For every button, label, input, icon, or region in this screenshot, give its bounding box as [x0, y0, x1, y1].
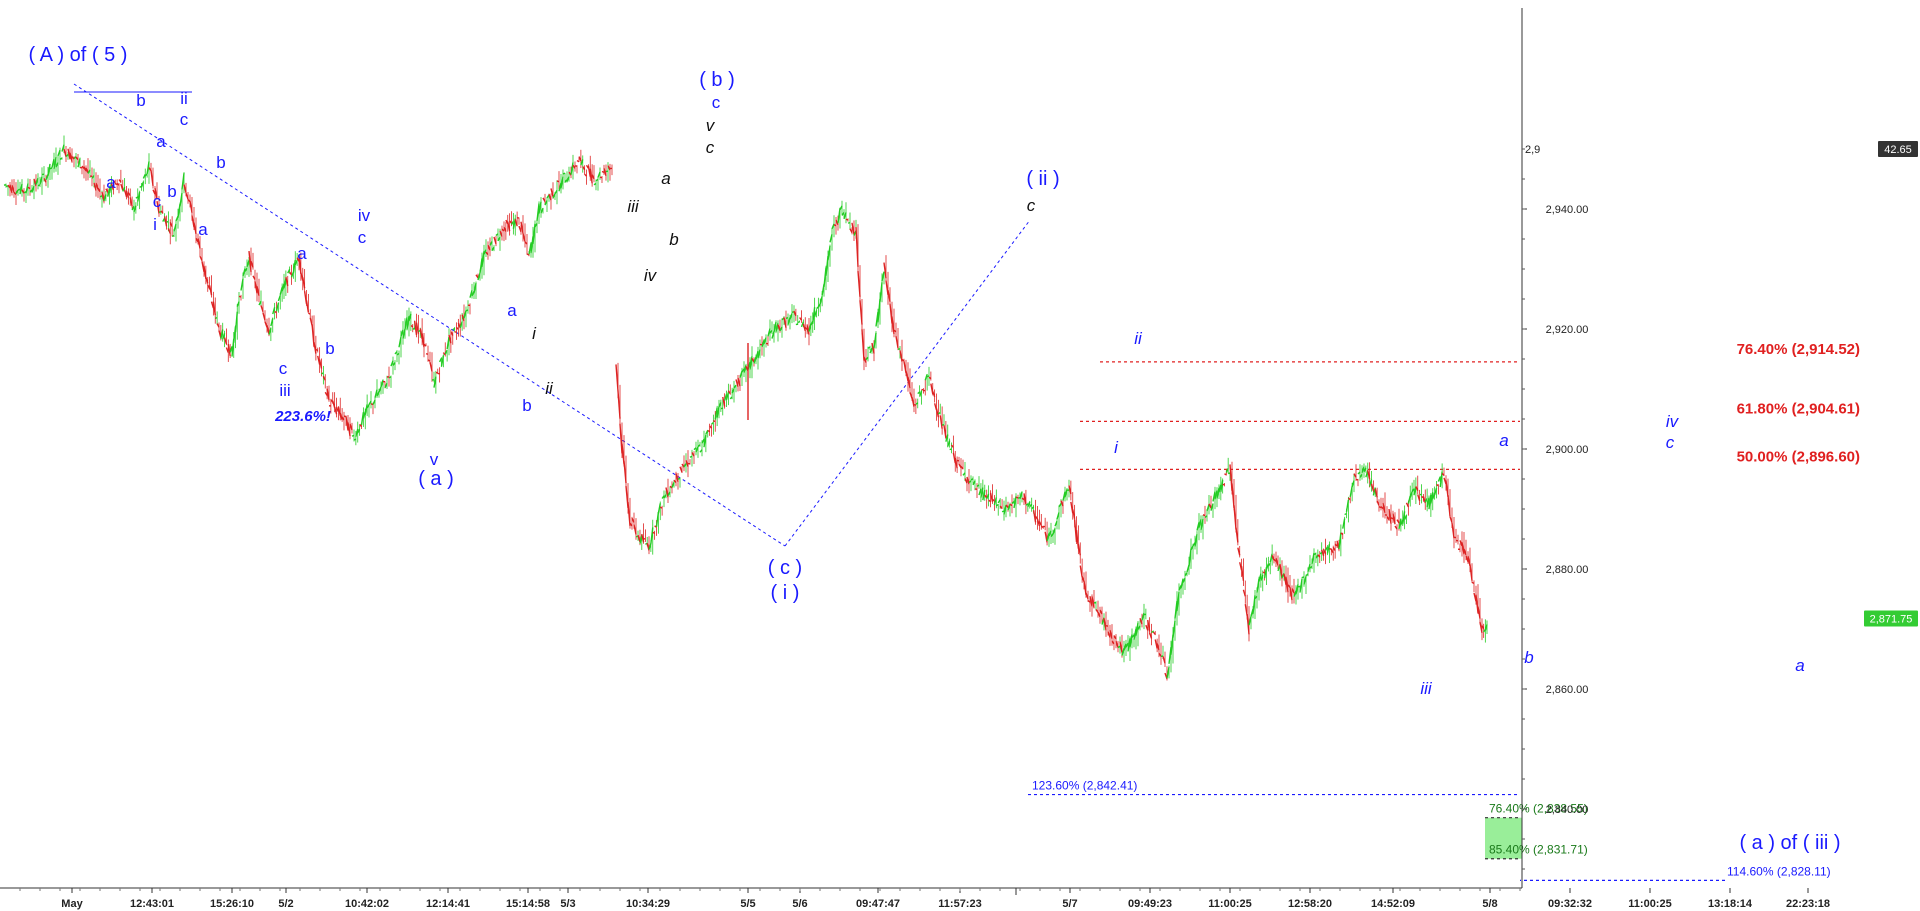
- x-tick-label: 14:52:09: [1371, 898, 1415, 910]
- wave-label-27: b: [669, 230, 678, 249]
- x-tick-label: 15:14:58: [506, 898, 550, 910]
- fib-label-4: 76.40% (2,838.55): [1489, 802, 1588, 816]
- y-tick-label: 2,900.00: [1546, 444, 1589, 456]
- wave-label-43: a: [1795, 656, 1804, 675]
- x-tick-label: 12:43:01: [130, 898, 174, 910]
- x-tick-label: 5/5: [740, 898, 755, 910]
- wave-label-20: a: [507, 301, 517, 320]
- wave-label-37: i: [1114, 438, 1119, 457]
- x-tick-label: 5/7: [1062, 898, 1077, 910]
- price-tag-label-0: 42.65: [1884, 144, 1912, 156]
- x-tick-label: 11:00:25: [1628, 898, 1671, 910]
- wave-label-29: c: [712, 93, 721, 112]
- axes-layer: 2,860.00 2,880.00 2,900.00 2,920.00 2,940.00…: [0, 8, 1918, 910]
- trendline-1: [784, 219, 1031, 547]
- x-tick-label: 22:23:18: [1786, 898, 1830, 910]
- wave-label-42: c: [1666, 433, 1675, 452]
- fib-label-1: 61.80% (2,904.61): [1737, 400, 1860, 417]
- price-tag-box-0: [1878, 141, 1918, 157]
- y-tick-label: 2,880.00: [1546, 564, 1589, 576]
- wave-label-23: ii: [545, 379, 554, 398]
- wave-label-35: c: [1027, 196, 1036, 215]
- fib-label-5: 85.40% (2,831.71): [1489, 843, 1588, 857]
- wave-label-24: iii: [627, 197, 640, 216]
- wave-label-16: iv: [358, 206, 371, 225]
- wave-label-1: b: [136, 91, 145, 110]
- wave-label-4: a: [156, 132, 166, 151]
- x-tick-label: 09:32:32: [1548, 898, 1592, 910]
- wave-label-10: a: [198, 220, 208, 239]
- x-tick-label: 09:47:47: [856, 898, 900, 910]
- x-tick-label: 5/6: [792, 898, 807, 910]
- wave-label-19: ( a ): [418, 468, 454, 490]
- y-tick-label: 2,840.00: [1546, 804, 1589, 816]
- target-zone-layer: [1485, 817, 1522, 859]
- wave-label-44: ( a ) of ( iii ): [1739, 832, 1840, 854]
- wave-label-8: b: [216, 153, 225, 172]
- wave-label-38: a: [1499, 431, 1508, 450]
- wave-label-33: ( i ): [771, 582, 800, 604]
- wave-label-6: a: [106, 173, 116, 192]
- x-tick-label: 10:34:29: [626, 898, 670, 910]
- price-layer: [3, 135, 1488, 681]
- x-tick-label: 10:42:02: [345, 898, 389, 910]
- wave-label-30: v: [706, 116, 716, 135]
- wave-label-7: c: [153, 192, 162, 211]
- wave-label-40: b: [1524, 648, 1533, 667]
- wave-label-12: b: [325, 339, 334, 358]
- fib-label-2: 50.00% (2,896.60): [1737, 448, 1860, 465]
- y-tick-label: 2,940.00: [1546, 204, 1589, 216]
- wave-label-18: v: [430, 450, 439, 469]
- wave-label-22: i: [532, 324, 537, 343]
- x-tick-label: 11:57:23: [938, 898, 981, 910]
- wave-label-2: ii: [180, 89, 188, 108]
- wave-label-28: ( b ): [699, 69, 735, 91]
- wave-label-11: a: [297, 244, 307, 263]
- wave-label-9: i: [153, 215, 157, 234]
- wave-label-17: c: [358, 228, 367, 247]
- y-tick-label-partial: 2,9: [1525, 144, 1540, 156]
- x-tick-label: 11:00:25: [1208, 898, 1251, 910]
- x-tick-label: 12:58:20: [1288, 898, 1332, 910]
- target-zone: [1485, 817, 1522, 859]
- wave-label-26: a: [661, 169, 670, 188]
- fib-label-0: 76.40% (2,914.52): [1737, 341, 1860, 358]
- wave-label-5: b: [167, 182, 176, 201]
- x-tick-label: 09:49:23: [1128, 898, 1172, 910]
- wave-label-36: ii: [1134, 329, 1143, 348]
- wave-label-39: iii: [1420, 679, 1433, 698]
- trendlines-layer: [73, 83, 1031, 547]
- x-tick-label: 5/3: [560, 898, 575, 910]
- x-tick-label: 15:26:10: [210, 898, 254, 910]
- wave-label-25: iv: [644, 266, 658, 285]
- y-tick-label: 2,860.00: [1546, 684, 1589, 696]
- x-tick-label: 12:14:41: [426, 898, 470, 910]
- wave-label-32: ( c ): [768, 557, 802, 579]
- price-tag-box-1: [1864, 610, 1918, 627]
- wave-label-0: ( A ) of ( 5 ): [29, 44, 128, 66]
- y-tick-label: 2,920.00: [1546, 324, 1589, 336]
- x-tick-label: May: [61, 898, 83, 910]
- wave-label-3: c: [180, 110, 189, 129]
- x-tick-label: 5/2: [278, 898, 293, 910]
- fib-levels-layer: 76.40% (2,914.52) 61.80% (2,904.61) 50.00%…: [1028, 341, 1860, 881]
- x-tick-label: 5/8: [1482, 898, 1497, 910]
- wave-label-41: iv: [1666, 412, 1680, 431]
- wave-label-13: c: [279, 359, 288, 378]
- wave-label-14: iii: [279, 381, 290, 400]
- price-tag-label-1: 2,871.75: [1870, 614, 1913, 626]
- wave-label-34: ( ii ): [1026, 168, 1059, 190]
- wave-label-31: c: [706, 138, 715, 157]
- fib-label-6: 114.60% (2,828.11): [1727, 864, 1831, 878]
- x-tick-label: 13:18:14: [1708, 898, 1753, 910]
- fib-label-3: 123.60% (2,842.41): [1032, 779, 1137, 793]
- wave-label-21: b: [522, 396, 531, 415]
- wave-label-15: 223.6%!: [274, 408, 331, 425]
